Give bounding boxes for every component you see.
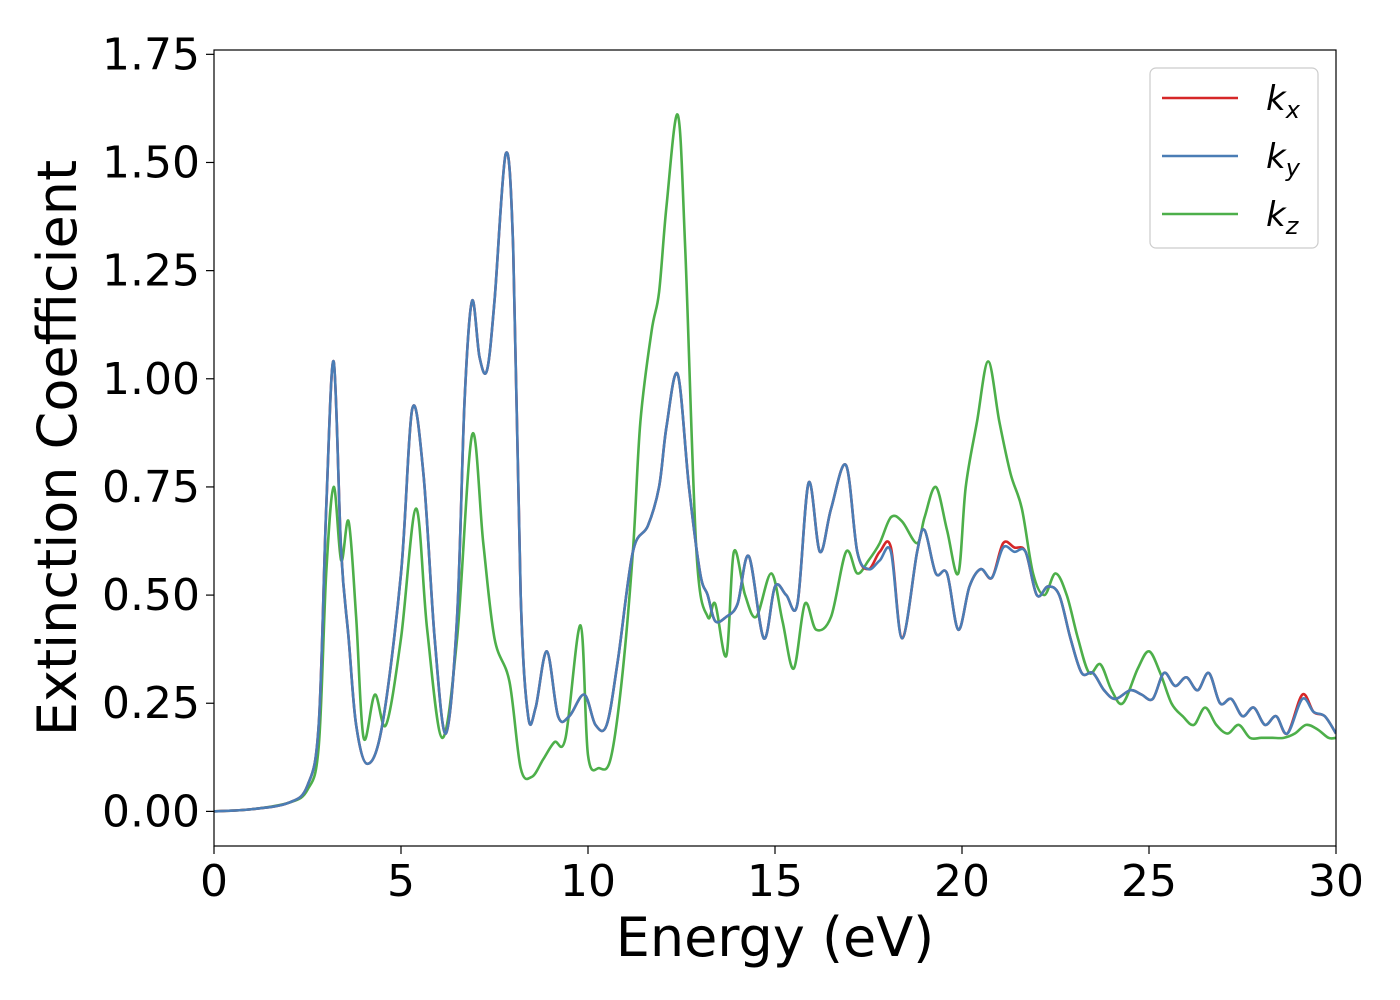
y-tick-label: 0.50 (102, 570, 200, 621)
y-tick-label: 1.50 (102, 137, 200, 188)
legend-label-k_z: kz (1266, 195, 1300, 240)
x-tick-label: 20 (934, 856, 990, 907)
legend-label-k_y: ky (1266, 137, 1301, 182)
x-axis-label: Energy (eV) (616, 906, 935, 969)
legend-box (1149, 67, 1319, 249)
x-axis-ticks: 0 5 10 15 20 25 30 (200, 846, 1364, 907)
y-tick-label: 1.00 (102, 354, 200, 405)
legend-label-base: k (1266, 137, 1287, 177)
legend-label-base: k (1266, 195, 1287, 235)
y-tick-label: 0.00 (102, 786, 200, 837)
y-axis-label: Extinction Coefficient (26, 160, 89, 736)
x-tick-label: 5 (387, 856, 415, 907)
x-tick-label: 15 (747, 856, 803, 907)
legend-label-subscript: y (1285, 154, 1301, 182)
legend-label-k_x: kx (1266, 79, 1301, 124)
y-axis-ticks: 0.00 0.25 0.50 0.75 1.00 1.25 1.50 1.75 (102, 29, 214, 837)
legend-label-subscript: z (1285, 212, 1300, 240)
x-tick-label: 30 (1308, 856, 1364, 907)
series-line-k_y (214, 151, 1336, 813)
y-tick-label: 0.75 (102, 462, 200, 513)
y-tick-label: 1.75 (102, 29, 200, 80)
x-tick-label: 25 (1121, 856, 1177, 907)
legend-label-subscript: x (1285, 96, 1301, 124)
y-tick-label: 0.25 (102, 678, 200, 729)
y-tick-label: 1.25 (102, 246, 200, 297)
x-tick-label: 10 (560, 856, 616, 907)
series-line-k_x (214, 151, 1336, 813)
y-axis-label-group: Extinction Coefficient (26, 160, 89, 736)
series-layer (214, 113, 1336, 813)
x-tick-label: 0 (200, 856, 228, 907)
legend-label-base: k (1266, 79, 1287, 119)
series-line-k_z (214, 113, 1336, 813)
